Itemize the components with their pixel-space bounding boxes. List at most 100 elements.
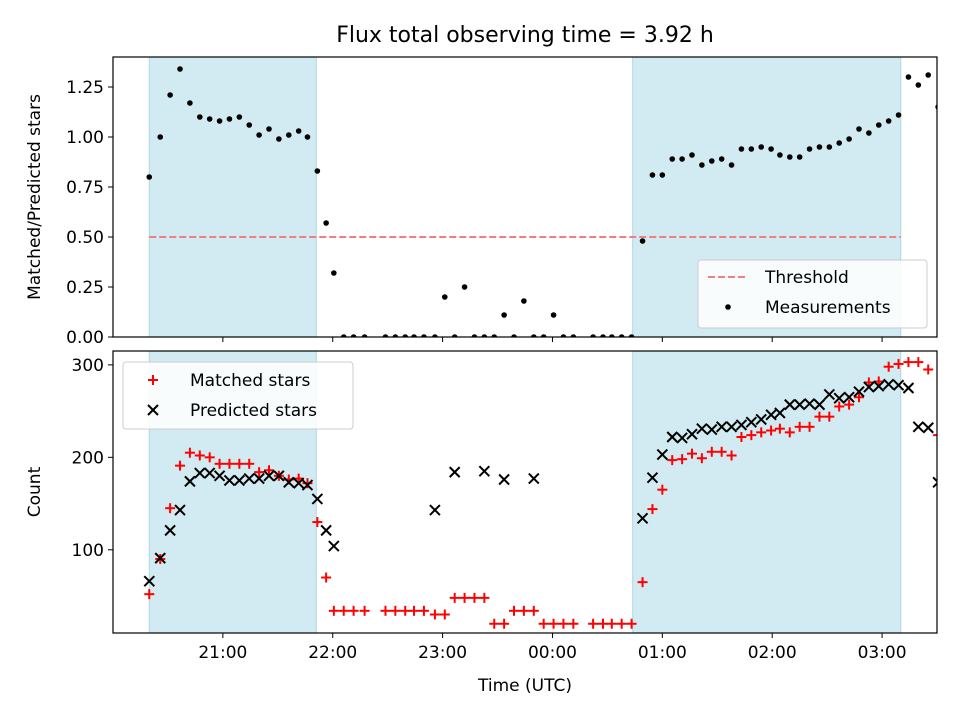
x-b [902, 382, 915, 394]
measurement-point [925, 72, 932, 78]
matched-stars-point [214, 458, 225, 469]
predicted-stars-point [912, 421, 925, 433]
x-b [320, 524, 332, 537]
predicted-stars-point [853, 385, 865, 398]
x-b [745, 416, 758, 428]
measurement-point [276, 136, 282, 142]
measurement-point [689, 152, 695, 158]
measurement-point [905, 74, 912, 80]
predicted-stars-point [686, 428, 698, 440]
measurement-point [421, 334, 427, 337]
predicted-stars-point [429, 504, 441, 516]
measurement-point [836, 140, 843, 146]
x-b [784, 398, 796, 411]
measurement-point [285, 132, 292, 138]
x-b [843, 391, 855, 403]
x-b [164, 524, 176, 537]
legend-box [697, 259, 928, 329]
predicted-stars-point [656, 448, 669, 461]
matched-stars-point [348, 605, 359, 616]
predicted-stars-point [735, 419, 748, 431]
series-measurements [146, 66, 937, 337]
matched-stars-point [499, 618, 510, 629]
x-b [243, 472, 255, 485]
matched-stars-point [667, 455, 678, 466]
predicted-stars-point [646, 471, 659, 484]
matched-stars-point [844, 399, 855, 410]
legend-label: Measurements [765, 298, 891, 318]
predicted-stars-point [273, 470, 285, 482]
legend-measurement-swatch [725, 304, 731, 310]
y-tick-label: 300 [72, 356, 104, 376]
x-b [932, 481, 937, 488]
measurement-point [216, 118, 223, 124]
matched-stars-point [234, 458, 245, 469]
matched-stars-point [706, 446, 717, 457]
y-tick-label: 0.50 [66, 228, 104, 248]
matched-stars-point [883, 361, 894, 372]
measurement-point [659, 172, 666, 178]
measurement-point [491, 334, 498, 337]
x-b [803, 397, 816, 410]
matched-stars-point [933, 434, 937, 437]
measurement-point [738, 146, 745, 152]
x-tick-label: 23:00 [418, 643, 467, 663]
matched-stars-point [774, 423, 785, 434]
measurement-point [521, 298, 527, 304]
matched-stars-point [913, 357, 924, 368]
predicted-stars-point [892, 379, 905, 391]
measurement-point [649, 172, 656, 178]
matched-stars-point [184, 447, 195, 458]
matched-stars-point [224, 458, 235, 469]
x-b [863, 381, 875, 393]
measurement-point [157, 134, 164, 140]
measurement-point [382, 334, 389, 337]
measurement-point [331, 270, 337, 276]
matched-stars-point [606, 618, 617, 629]
y-axis-label: Count [25, 466, 45, 517]
x-b [283, 476, 295, 488]
x-tick-label: 22:00 [308, 643, 357, 663]
x-b [725, 421, 738, 433]
measurement-point [187, 100, 193, 106]
predicted-stars-point [932, 476, 937, 488]
predicted-stars-point [253, 472, 265, 485]
matched-stars-point [677, 454, 688, 465]
predicted-stars-point [203, 467, 216, 479]
predicted-stars-point [263, 470, 275, 482]
matched-stars-point [766, 425, 777, 436]
matched-stars-point [380, 605, 391, 616]
measurement-point [461, 284, 468, 290]
predicted-stars-point [755, 413, 767, 426]
legend-label: Matched stars [190, 371, 310, 391]
measurement-point [806, 146, 813, 152]
predicted-stars-point [243, 472, 255, 485]
predicted-stars-point [745, 416, 758, 428]
matched-stars-point [439, 609, 450, 620]
measurement-point [246, 122, 253, 128]
axes-frame [112, 350, 938, 634]
x-b [301, 479, 314, 491]
measurement-point [748, 146, 755, 152]
predicted-stars-point [813, 398, 826, 411]
predicted-stars-point [233, 474, 246, 487]
predicted-stars-point [774, 407, 786, 419]
matched-stars-point [893, 358, 904, 369]
chart-title: Flux total observing time = 3.92 h [336, 23, 714, 48]
predicted-stars-point [833, 392, 845, 404]
matched-stars-point [409, 605, 420, 616]
measurement-point [718, 156, 725, 162]
x-axis-label: Time (UTC) [477, 676, 572, 696]
top-panel: 0.00 0.25 0.50 0.75 1.00 1.25 Matched/Predicte… [25, 56, 938, 348]
bottom-panel: 100 200 300 21:00 22:00 23:00 00:00 01:00 02:00 0… [25, 350, 938, 696]
matched-stars-point [338, 605, 349, 616]
x-b [774, 407, 786, 419]
measurement-point [628, 334, 635, 337]
matched-stars-point [794, 421, 805, 432]
x-b [478, 465, 491, 477]
matched-stars-point [716, 446, 727, 457]
x-b [328, 540, 340, 552]
x-b [765, 409, 777, 421]
matched-stars-point [637, 577, 648, 588]
